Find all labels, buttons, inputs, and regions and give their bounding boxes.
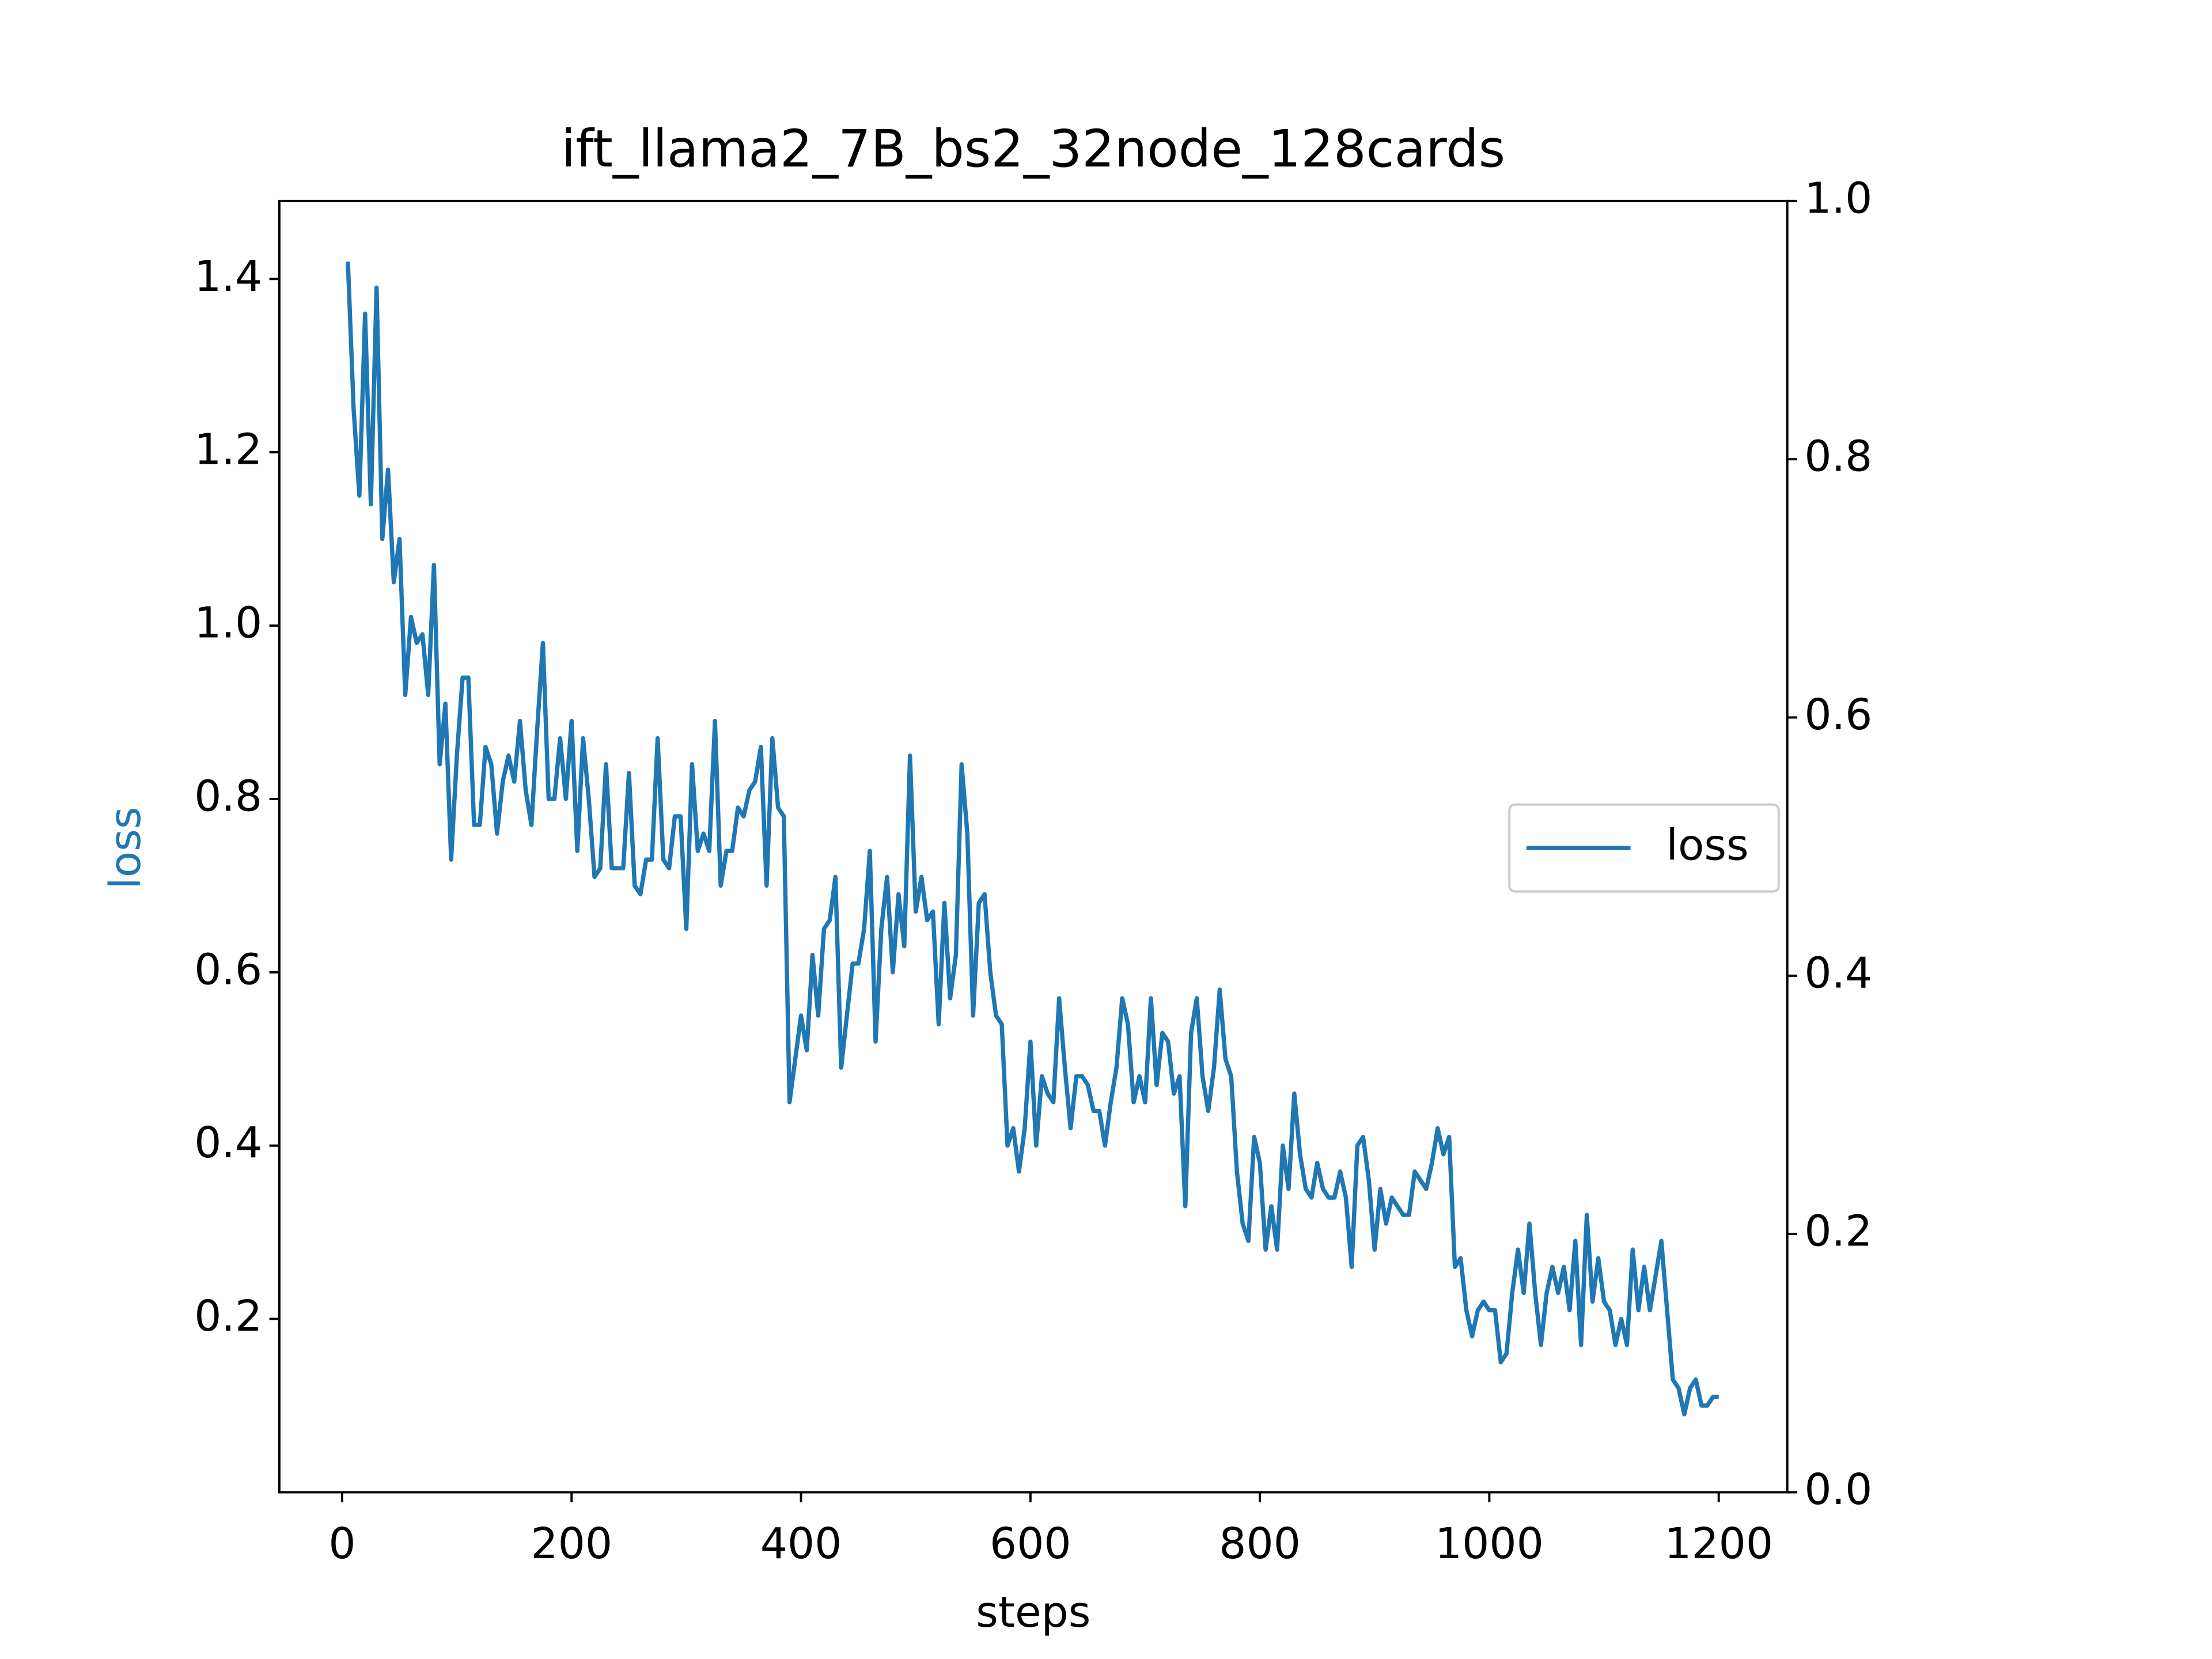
y-axis-label: loss <box>100 806 150 889</box>
x-tick-label: 1000 <box>1435 1518 1544 1569</box>
plot-frame <box>278 199 1789 1494</box>
y-tick-label: 0.8 <box>194 771 262 821</box>
x-tick-label: 800 <box>1219 1518 1301 1569</box>
y-tick-label: 1.2 <box>194 425 262 475</box>
y2-tick-label: 1.0 <box>1804 173 1872 223</box>
chart-title: ift_llama2_7B_bs2_32node_128cards <box>561 119 1505 179</box>
y2-tick-label: 0.6 <box>1804 690 1872 740</box>
y-tick-label: 0.6 <box>194 944 262 994</box>
x-axis-label: steps <box>976 1587 1090 1637</box>
y-tick-label: 1.0 <box>194 598 262 648</box>
x-tick-label: 400 <box>760 1518 842 1569</box>
x-tick-label: 0 <box>328 1518 355 1569</box>
x-tick-label: 200 <box>531 1518 612 1569</box>
y2-tick-label: 0.8 <box>1804 431 1872 482</box>
y-tick-label: 0.2 <box>194 1291 262 1341</box>
x-tick-label: 1200 <box>1664 1518 1773 1569</box>
y2-tick-label: 0.0 <box>1804 1464 1872 1514</box>
x-tick-label: 600 <box>990 1518 1071 1569</box>
legend-label: loss <box>1666 820 1748 870</box>
y-tick-label: 1.4 <box>194 251 262 301</box>
loss-line <box>346 262 1719 1416</box>
y-tick-label: 0.4 <box>194 1118 262 1168</box>
y2-tick-label: 0.4 <box>1804 948 1872 998</box>
legend-box <box>1508 803 1780 893</box>
y2-tick-label: 0.2 <box>1804 1206 1872 1256</box>
